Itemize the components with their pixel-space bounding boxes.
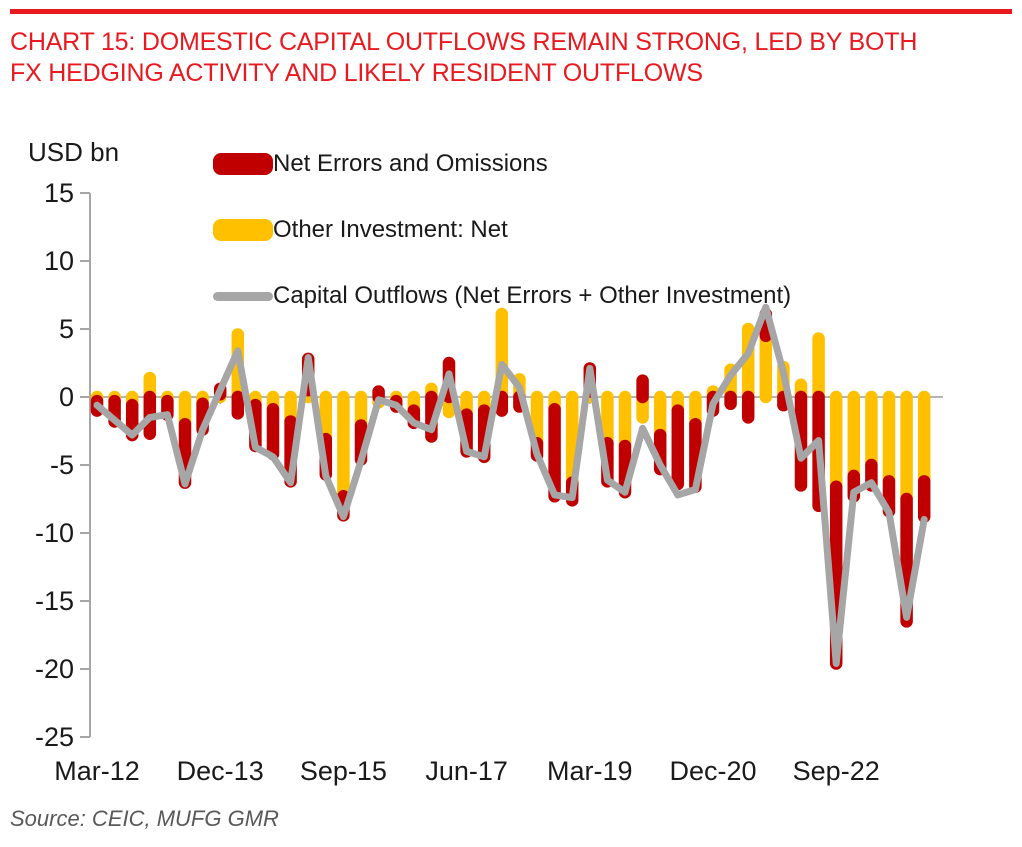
legend-item-other-investment: Other Investment: Net: [213, 216, 508, 244]
y-axis-tick-label: 5: [59, 314, 74, 344]
x-axis-tick-label: Sep-22: [793, 756, 880, 786]
x-axis-tick-label: Sep-15: [300, 756, 387, 786]
y-axis-tick-label: -25: [35, 722, 74, 752]
chart-title-line1: CHART 15: DOMESTIC CAPITAL OUTFLOWS REMA…: [10, 28, 918, 56]
x-axis-tick-label: Mar-12: [54, 756, 140, 786]
chart-title-line2: FX HEDGING ACTIVITY AND LIKELY RESIDENT …: [10, 59, 703, 87]
y-axis-tick-label: 0: [59, 382, 74, 412]
y-axis-unit-label: USD bn: [28, 137, 120, 167]
y-axis-tick-label: -5: [50, 450, 74, 480]
x-axis-tick-label: Dec-13: [177, 756, 264, 786]
x-axis-tick-label: Mar-19: [547, 756, 633, 786]
y-axis-tick-label: -15: [35, 586, 74, 616]
x-axis-tick-label: Dec-20: [669, 756, 756, 786]
gray-line-swatch-icon: [213, 291, 273, 301]
legend-label: Net Errors and Omissions: [273, 150, 548, 177]
source-note: Source: CEIC, MUFG GMR: [10, 806, 279, 831]
legend-label: Capital Outflows (Net Errors + Other Inv…: [273, 282, 792, 309]
legend-item-capital-outflows: Capital Outflows (Net Errors + Other Inv…: [213, 282, 791, 310]
legend-label: Other Investment: Net: [273, 216, 508, 243]
yellow-bar-swatch-icon: [213, 219, 273, 241]
header-rule: [10, 9, 1012, 14]
capital-outflows-line: [93, 303, 928, 668]
legend-item-net-errors: Net Errors and Omissions: [213, 150, 548, 178]
y-axis-tick-label: -20: [35, 654, 74, 684]
y-axis-tick-label: 10: [44, 246, 74, 276]
y-axis-tick-label: -10: [35, 518, 74, 548]
x-axis-tick-label: Jun-17: [425, 756, 508, 786]
red-bar-swatch-icon: [213, 153, 273, 175]
chart-title: CHART 15: DOMESTIC CAPITAL OUTFLOWS REMA…: [10, 27, 1010, 89]
y-axis-tick-label: 15: [44, 178, 74, 208]
